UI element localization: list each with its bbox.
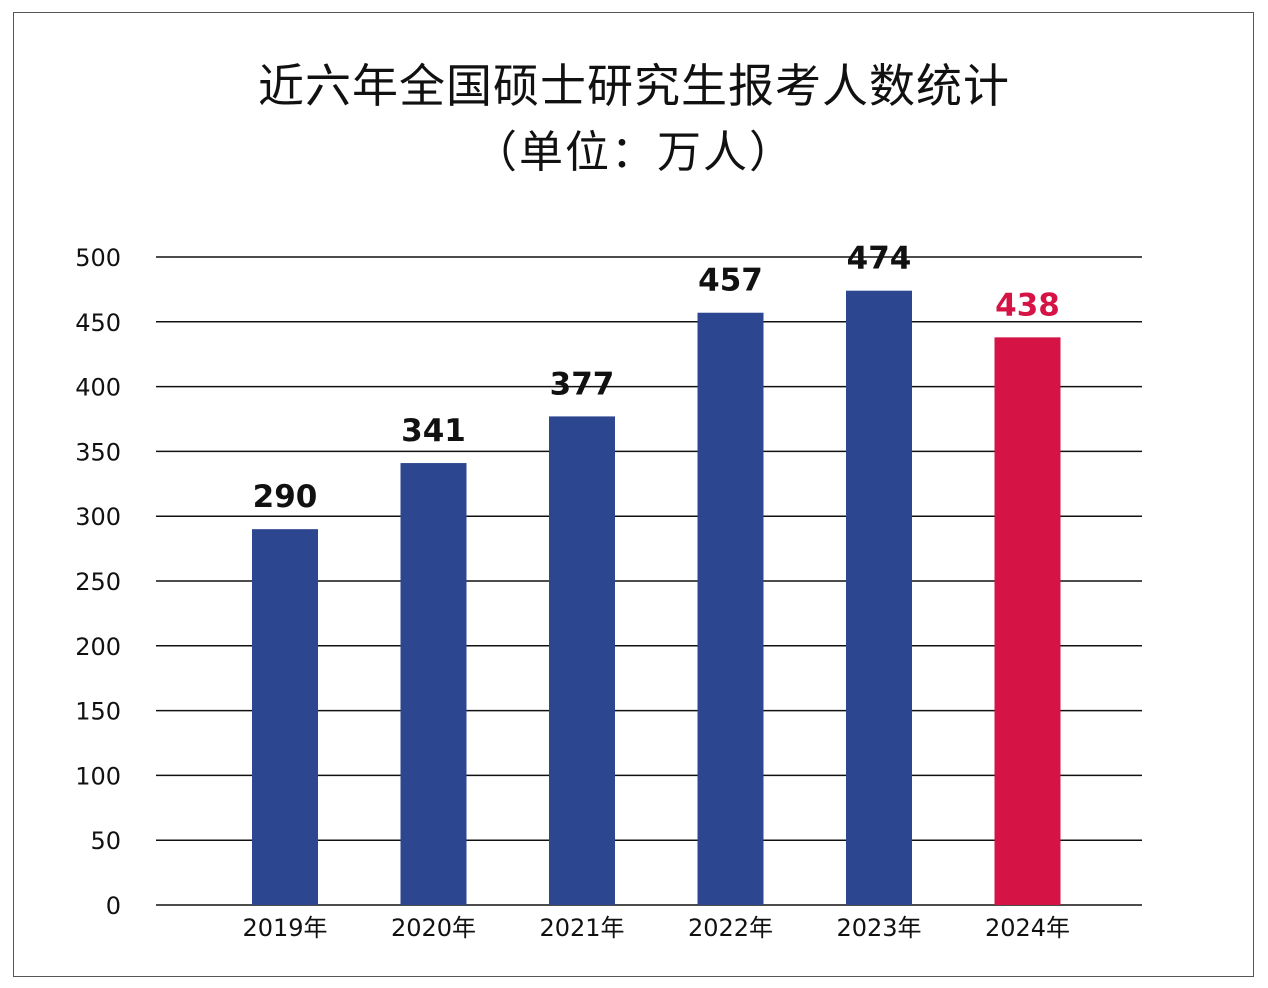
chart-subtitle-unit: （单位：万人） — [473, 127, 795, 178]
y-tick-label-500: 500 — [75, 244, 121, 272]
y-tick-label-400: 400 — [75, 374, 121, 402]
value-labels: 290 341 377 457 474 438 — [253, 241, 1060, 515]
y-tick-label-350: 350 — [75, 438, 121, 466]
bars — [252, 290, 1061, 905]
y-tick-label-50: 50 — [90, 827, 121, 855]
chart-frame — [13, 12, 1254, 977]
y-tick-label-150: 150 — [75, 698, 121, 726]
bar-2019年 — [252, 529, 318, 905]
y-tick-label-0: 0 — [106, 892, 121, 920]
value-label-2021年: 377 — [550, 366, 615, 402]
bar-2024年 — [994, 337, 1061, 905]
value-label-2024年: 438 — [995, 287, 1060, 323]
x-tick-label-2024年: 2024年 — [985, 914, 1070, 942]
value-label-2022年: 457 — [698, 263, 763, 299]
chart-title: 近六年全国硕士研究生报考人数统计 — [258, 59, 1010, 113]
y-tick-label-200: 200 — [75, 633, 121, 661]
gridlines — [156, 256, 1142, 906]
value-label-2023年: 474 — [847, 241, 912, 277]
value-label-2019年: 290 — [253, 479, 318, 515]
x-tick-label-2020年: 2020年 — [391, 914, 476, 942]
y-tick-label-450: 450 — [75, 309, 121, 337]
x-axis-labels: 2019年 2020年 2021年 2022年 2023年 2024年 — [242, 914, 1070, 942]
bar-2020年 — [400, 463, 467, 905]
x-tick-label-2022年: 2022年 — [688, 914, 773, 942]
y-axis-ticks: 0 50 100 150 200 250 300 350 400 450 500 — [75, 244, 121, 920]
x-tick-label-2021年: 2021年 — [539, 914, 624, 942]
value-label-2020年: 341 — [401, 413, 466, 449]
y-tick-label-250: 250 — [75, 568, 121, 596]
bar-2022年 — [697, 312, 764, 905]
bar-2021年 — [549, 416, 615, 905]
bar-2023年 — [846, 290, 912, 905]
x-tick-label-2019年: 2019年 — [242, 914, 327, 942]
y-tick-label-100: 100 — [75, 762, 121, 790]
x-tick-label-2023年: 2023年 — [836, 914, 921, 942]
y-tick-label-300: 300 — [75, 503, 121, 531]
